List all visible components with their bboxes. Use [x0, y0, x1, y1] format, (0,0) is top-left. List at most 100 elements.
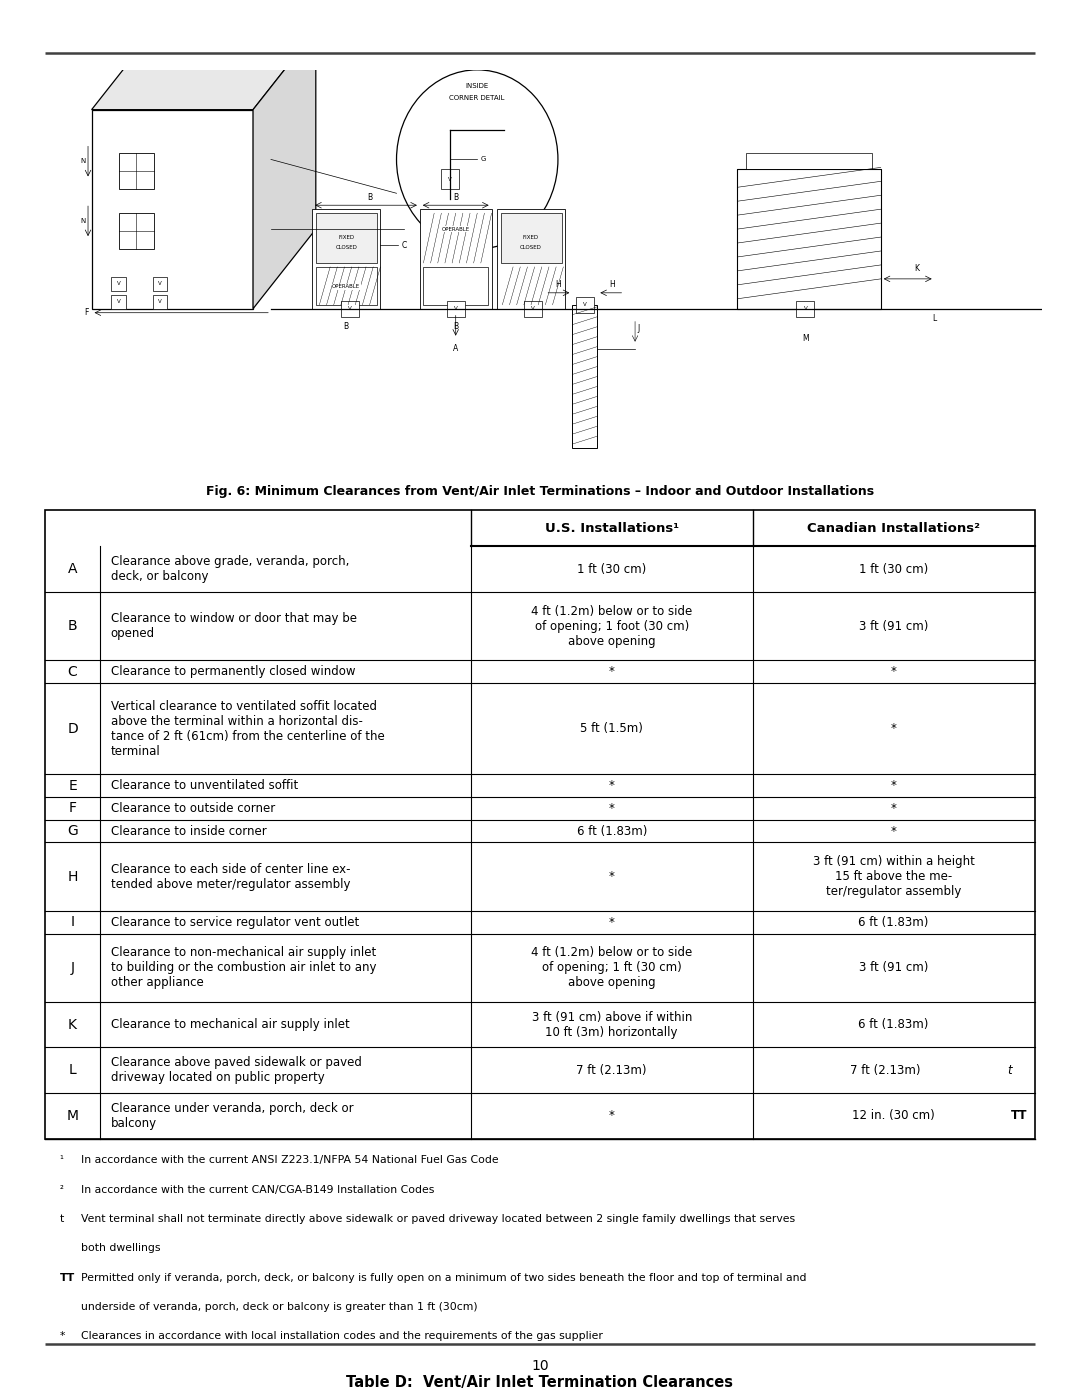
FancyBboxPatch shape [796, 300, 814, 317]
Text: ²: ² [59, 1185, 64, 1194]
Text: 4 ft (1.2m) below or to side
of opening; 1 foot (30 cm)
above opening: 4 ft (1.2m) below or to side of opening;… [531, 605, 692, 648]
FancyBboxPatch shape [341, 300, 359, 317]
Text: F: F [68, 802, 77, 816]
Text: 5 ft (1.5m): 5 ft (1.5m) [580, 722, 644, 735]
Text: Permitted only if veranda, porch, deck, or balcony is fully open on a minimum of: Permitted only if veranda, porch, deck, … [81, 1273, 807, 1282]
Text: CORNER DETAIL: CORNER DETAIL [449, 95, 505, 101]
Text: *: * [891, 780, 896, 792]
Text: *: * [891, 722, 896, 735]
Text: Clearance to unventilated soffit: Clearance to unventilated soffit [110, 780, 298, 792]
Text: *: * [609, 915, 615, 929]
Text: 7 ft (2.13m): 7 ft (2.13m) [850, 1063, 920, 1077]
Text: *: * [609, 802, 615, 814]
Text: *: * [891, 665, 896, 678]
Text: 3 ft (91 cm) within a height
15 ft above the me-
ter/regulator assembly: 3 ft (91 cm) within a height 15 ft above… [813, 855, 974, 898]
FancyBboxPatch shape [45, 510, 1035, 1139]
FancyBboxPatch shape [315, 214, 377, 263]
Text: Clearances in accordance with local installation codes and the requirements of t: Clearances in accordance with local inst… [81, 1331, 603, 1341]
Text: FIXED: FIXED [523, 235, 539, 239]
Text: V: V [454, 306, 458, 312]
Text: V: V [117, 299, 120, 305]
Text: *: * [609, 665, 615, 678]
Polygon shape [253, 31, 315, 309]
Text: OPERABLE: OPERABLE [333, 285, 361, 289]
Text: TT: TT [59, 1273, 75, 1282]
Text: *: * [891, 802, 896, 814]
Text: B: B [343, 323, 349, 331]
Text: 10: 10 [531, 1359, 549, 1373]
Text: C: C [402, 240, 407, 250]
Text: B: B [367, 193, 373, 201]
Text: t: t [59, 1214, 64, 1224]
FancyBboxPatch shape [423, 267, 488, 305]
Text: 6 ft (1.83m): 6 ft (1.83m) [577, 824, 647, 838]
FancyBboxPatch shape [119, 214, 154, 249]
Text: INSIDE: INSIDE [465, 82, 489, 89]
FancyBboxPatch shape [420, 210, 491, 309]
Text: H: H [555, 281, 561, 289]
Text: Clearance to each side of center line ex-
tended above meter/regulator assembly: Clearance to each side of center line ex… [110, 862, 350, 891]
Text: *: * [59, 1331, 65, 1341]
Text: OPERABLE: OPERABLE [442, 226, 470, 232]
Text: J: J [70, 961, 75, 975]
Text: *: * [609, 780, 615, 792]
Text: Clearance to non-mechanical air supply inlet
to building or the combustion air i: Clearance to non-mechanical air supply i… [110, 946, 376, 989]
Text: K: K [914, 264, 919, 274]
Text: both dwellings: both dwellings [81, 1243, 161, 1253]
Text: V: V [583, 302, 586, 307]
Text: E: E [68, 778, 77, 792]
Text: 4 ft (1.2m) below or to side
of opening; 1 ft (30 cm)
above opening: 4 ft (1.2m) below or to side of opening;… [531, 946, 692, 989]
Text: V: V [804, 306, 808, 312]
Text: A: A [454, 344, 458, 353]
Text: N: N [80, 158, 85, 165]
FancyBboxPatch shape [576, 296, 594, 313]
Text: 7 ft (2.13m): 7 ft (2.13m) [577, 1063, 647, 1077]
FancyBboxPatch shape [442, 169, 459, 190]
FancyBboxPatch shape [111, 295, 125, 309]
Text: B: B [68, 619, 78, 633]
Text: 3 ft (91 cm): 3 ft (91 cm) [859, 961, 929, 974]
Polygon shape [92, 110, 253, 309]
Text: D: D [67, 722, 78, 736]
Text: H: H [67, 869, 78, 884]
FancyBboxPatch shape [312, 210, 380, 309]
Text: V: V [348, 306, 352, 312]
Text: M: M [67, 1109, 79, 1123]
Text: Clearance to permanently closed window: Clearance to permanently closed window [110, 665, 355, 678]
Text: N: N [80, 218, 85, 224]
Text: underside of veranda, porch, deck or balcony is greater than 1 ft (30cm): underside of veranda, porch, deck or bal… [81, 1302, 477, 1312]
Polygon shape [92, 31, 315, 110]
Text: V: V [158, 299, 162, 305]
Text: Clearance to mechanical air supply inlet: Clearance to mechanical air supply inlet [110, 1018, 349, 1031]
Text: *: * [609, 870, 615, 883]
Text: Clearance to window or door that may be
opened: Clearance to window or door that may be … [110, 612, 356, 640]
FancyBboxPatch shape [524, 300, 542, 317]
Text: *: * [609, 1109, 615, 1122]
Text: FIXED: FIXED [338, 235, 354, 239]
FancyBboxPatch shape [111, 277, 125, 291]
Text: A: A [68, 562, 78, 576]
Text: U.S. Installations¹: U.S. Installations¹ [544, 521, 679, 535]
Text: 6 ft (1.83m): 6 ft (1.83m) [859, 1018, 929, 1031]
FancyBboxPatch shape [152, 277, 167, 291]
FancyBboxPatch shape [315, 267, 377, 305]
Text: Table D:  Vent/Air Inlet Termination Clearances: Table D: Vent/Air Inlet Termination Clea… [347, 1375, 733, 1390]
Text: G: G [67, 824, 78, 838]
FancyBboxPatch shape [746, 154, 872, 169]
Text: In accordance with the current CAN/CGA-B149 Installation Codes: In accordance with the current CAN/CGA-B… [81, 1185, 434, 1194]
Text: 12 in. (30 cm): 12 in. (30 cm) [852, 1109, 935, 1122]
Text: CLOSED: CLOSED [336, 244, 357, 250]
Text: t: t [1008, 1063, 1012, 1077]
Text: M: M [802, 334, 809, 344]
FancyBboxPatch shape [497, 210, 565, 309]
Text: Canadian Installations²: Canadian Installations² [807, 521, 981, 535]
Text: Vent terminal shall not terminate directly above sidewalk or paved driveway loca: Vent terminal shall not terminate direct… [81, 1214, 795, 1224]
Text: V: V [117, 281, 120, 286]
Text: In accordance with the current ANSI Z223.1/NFPA 54 National Fuel Gas Code: In accordance with the current ANSI Z223… [81, 1155, 499, 1165]
Text: 1 ft (30 cm): 1 ft (30 cm) [577, 563, 646, 576]
Text: L: L [69, 1063, 77, 1077]
Text: Fig. 6: Minimum Clearances from Vent/Air Inlet Terminations – Indoor and Outdoor: Fig. 6: Minimum Clearances from Vent/Air… [206, 485, 874, 499]
FancyBboxPatch shape [447, 300, 464, 317]
Text: J: J [637, 324, 639, 332]
Text: ¹: ¹ [59, 1155, 64, 1165]
